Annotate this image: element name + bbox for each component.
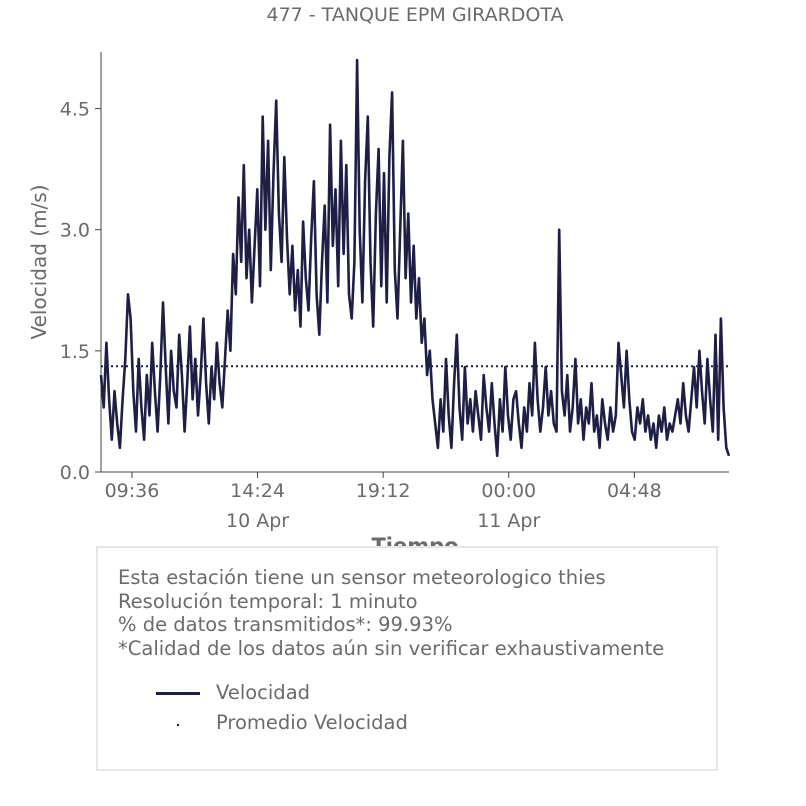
info-box: Esta estación tiene un sensor meteorolog…: [96, 546, 718, 771]
axes: 0.0 1.5 3.0 4.5 09:36 14:24 10 Apr 19:12 00:00 11…: [60, 52, 729, 532]
legend-label: Velocidad: [216, 681, 311, 704]
info-text: Esta estación tiene un sensor meteorolog…: [118, 566, 664, 660]
x-tick-date-label: 11 Apr: [477, 510, 540, 532]
info-line-transmitted: % de datos transmitidos*: 99.93%: [118, 613, 453, 636]
x-tick-label: 14:24: [230, 480, 285, 502]
y-tick-label: 0.0: [60, 462, 90, 484]
x-tick-label: 00:00: [481, 480, 536, 502]
x-tick-label: 19:12: [356, 480, 411, 502]
info-line-resolution: Resolución temporal: 1 minuto: [118, 589, 418, 613]
legend-line-marker: [156, 692, 200, 695]
series-line-velocidad: [99, 58, 731, 458]
info-line-sensor: Esta estación tiene un sensor meteorolog…: [118, 566, 606, 589]
x-tick-label: 04:48: [607, 480, 662, 502]
y-tick-label: 1.5: [60, 341, 90, 363]
legend-label: Promedio Velocidad: [216, 711, 408, 734]
legend-dot-marker: [177, 724, 179, 726]
x-tick-label: 09:36: [105, 480, 160, 502]
plot-area: [99, 58, 731, 458]
info-line-quality: *Calidad de los datos aún sin verificar …: [118, 636, 665, 660]
y-tick-label: 3.0: [60, 220, 90, 242]
chart-title: 477 - TANQUE EPM GIRARDOTA: [266, 4, 563, 26]
y-tick-label: 4.5: [60, 99, 90, 121]
y-axis-label: Velocidad (m/s): [27, 184, 51, 339]
x-tick-date-label: 10 Apr: [226, 510, 289, 532]
